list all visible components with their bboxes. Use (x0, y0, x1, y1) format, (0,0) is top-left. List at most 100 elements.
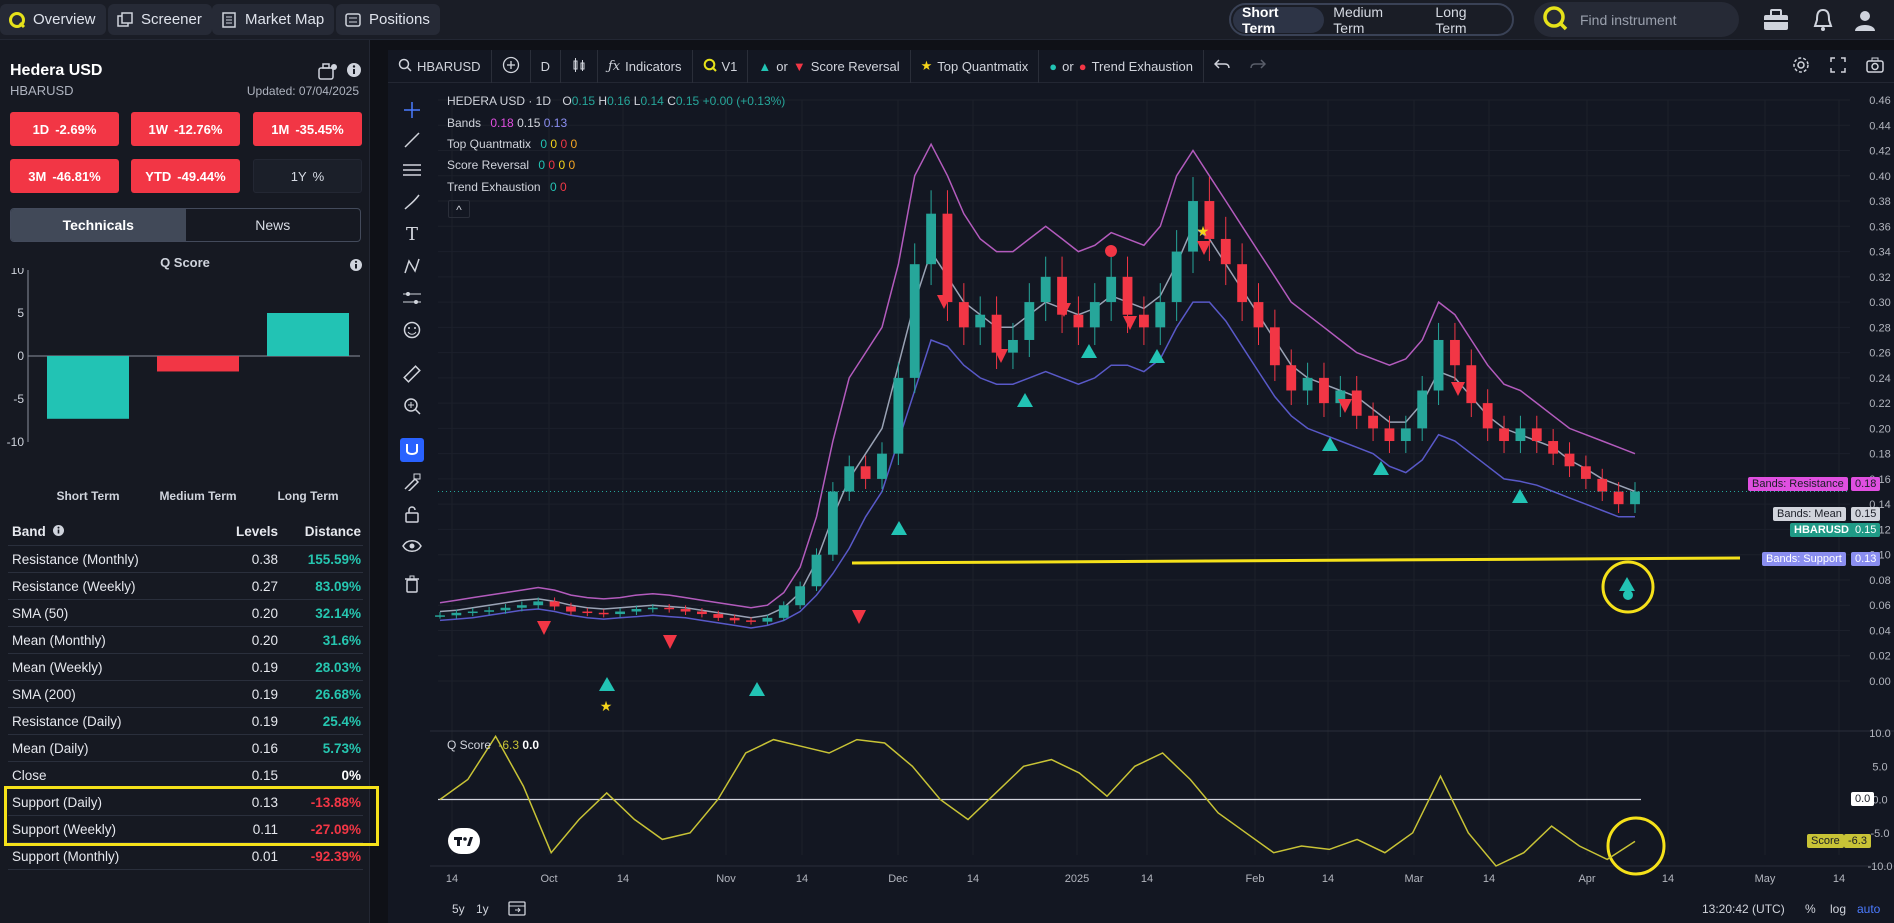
band-name: SMA (50) (12, 605, 69, 621)
legend-top-quantmatix: Top Quantmatix 0 0 0 0 (447, 137, 577, 151)
crosshair-icon[interactable] (400, 98, 424, 122)
candle-body (1384, 428, 1395, 442)
price-chart[interactable]: 0.46 0.44 0.42 0.40 0.38 0.36 0.34 0.32 0.30 0.28… (430, 83, 1894, 896)
y-tick-label: 0.26 (1869, 348, 1890, 360)
forecast-icon[interactable] (400, 286, 424, 310)
y-tick-label: 0.46 (1869, 95, 1890, 107)
search-input[interactable]: Find instrument (1534, 2, 1739, 37)
settings-button[interactable] (1782, 50, 1820, 83)
band-level: 0.20 (251, 632, 278, 648)
emoji-icon[interactable] (400, 318, 424, 342)
signal-up-marker (1017, 393, 1033, 407)
x-tick-label: Feb (1246, 873, 1265, 885)
trend-exhaustion-label: Trend Exhaustion (1091, 58, 1193, 74)
qscore-y-tick: 10 (11, 268, 25, 277)
term-long[interactable]: Long Term (1435, 3, 1467, 36)
camera-icon (1866, 57, 1884, 76)
q-version-button[interactable]: V1 (693, 49, 749, 83)
eye-icon[interactable] (400, 534, 424, 558)
score-reversal-toggle[interactable]: ▲ or ▼ Score Reversal (748, 49, 911, 83)
legend-collapse-button[interactable]: ^ (448, 200, 470, 218)
goto-date-icon[interactable] (508, 900, 526, 919)
pattern-icon[interactable] (400, 254, 424, 278)
nav-positions[interactable]: Positions (336, 4, 440, 35)
perf-ytd[interactable]: YTD -49.44% (131, 159, 240, 193)
lock-icon[interactable] (400, 502, 424, 526)
band-name: Resistance (Monthly) (12, 551, 139, 567)
screenshot-button[interactable] (1856, 50, 1894, 83)
zoom-icon[interactable] (400, 394, 424, 418)
q-logo-icon (703, 58, 717, 75)
signal-up-marker (1149, 349, 1165, 363)
perf-1w[interactable]: 1W -12.76% (131, 112, 240, 146)
range-1y[interactable]: 1y (476, 902, 489, 916)
indicators-button[interactable]: ƒx Indicators (598, 49, 693, 83)
briefcase-icon[interactable] (1762, 6, 1790, 34)
chart-type-button[interactable] (561, 49, 598, 83)
y-tick-label: 0.02 (1869, 651, 1890, 663)
info-icon[interactable] (346, 62, 362, 85)
signal-up-marker (1373, 461, 1389, 475)
trend-exhaustion-toggle[interactable]: ● or ● Trend Exhaustion (1039, 49, 1204, 83)
text-icon[interactable]: T (405, 223, 418, 245)
tab-news[interactable]: News (255, 217, 291, 233)
perf-1m[interactable]: 1M -35.45% (253, 112, 362, 146)
draw-lock-icon[interactable] (400, 470, 424, 494)
qscore-cat-medium: Medium Term (159, 489, 237, 503)
watchlist-icon[interactable] (318, 62, 338, 85)
band-name: SMA (200) (12, 686, 76, 702)
candle-body (697, 611, 707, 615)
info-icon[interactable] (349, 258, 363, 277)
nav-overview-label: Overview (33, 11, 96, 28)
signal-down-marker (937, 295, 951, 309)
updated-date: Updated: 07/04/2025 (246, 84, 359, 98)
percent-toggle[interactable]: % (1805, 902, 1816, 916)
undo-button[interactable] (1204, 50, 1240, 83)
panel-tabs: Technicals News (10, 208, 361, 242)
symbol-selector[interactable]: HBARUSD (388, 49, 492, 83)
auto-toggle[interactable]: auto (1857, 902, 1881, 916)
compare-button[interactable] (492, 49, 531, 83)
legend-score-reversal: Score Reversal 0 0 0 0 (447, 158, 575, 172)
chart-toolbar: HBARUSD D ƒx Indicators V1 ▲ or ▼ Score … (388, 49, 1894, 83)
band-name: Mean (Daily) (12, 740, 89, 756)
magnet-icon[interactable] (400, 438, 424, 462)
candle-body (860, 466, 871, 479)
candle-body (1548, 441, 1559, 454)
table-row: Resistance (Monthly) 0.38 155.59% (8, 546, 363, 573)
trendline-icon[interactable] (400, 128, 424, 152)
log-toggle[interactable]: log (1830, 902, 1847, 916)
term-medium[interactable]: Medium Term (1333, 3, 1384, 36)
perf-1d[interactable]: 1D -2.69% (10, 112, 119, 146)
band-distance: 32.14% (315, 605, 361, 621)
nav-market-map[interactable]: Market Map (212, 4, 335, 35)
perf-1y[interactable]: 1Y% (253, 159, 362, 193)
user-icon[interactable] (1851, 6, 1879, 34)
tab-technicals[interactable]: Technicals (11, 209, 186, 241)
band-name: Resistance (Weekly) (12, 578, 136, 594)
trash-icon[interactable] (400, 572, 424, 596)
fullscreen-button[interactable] (1820, 50, 1856, 83)
signal-up-marker (891, 521, 907, 535)
y-tick-label: 0.30 (1869, 297, 1890, 309)
interval-button[interactable]: D (531, 49, 561, 83)
redo-button[interactable] (1240, 50, 1276, 83)
range-5y[interactable]: 5y (452, 902, 465, 916)
horizontal-lines-icon[interactable] (400, 158, 424, 182)
nav-overview[interactable]: Overview (0, 4, 106, 35)
bell-icon[interactable] (1809, 6, 1837, 34)
perf-3m[interactable]: 3M -46.81% (10, 159, 119, 193)
term-short[interactable]: Short Term (1233, 4, 1325, 36)
ruler-icon[interactable] (400, 362, 424, 386)
top-quantmatix-label: Top Quantmatix (937, 58, 1029, 74)
band-level: 0.19 (251, 659, 278, 675)
triangle-up-icon: ▲ (758, 58, 772, 74)
top-quantmatix-toggle[interactable]: ★ Top Quantmatix (911, 49, 1040, 83)
candle-body (1286, 365, 1297, 391)
qscore-y-tick: 0 (17, 349, 24, 363)
tag-score-value: -6.3 (1844, 834, 1871, 848)
brush-icon[interactable] (400, 190, 424, 214)
nav-screener[interactable]: Screener (108, 4, 212, 35)
info-icon[interactable] (52, 524, 65, 540)
tradingview-logo-icon[interactable] (448, 828, 480, 854)
